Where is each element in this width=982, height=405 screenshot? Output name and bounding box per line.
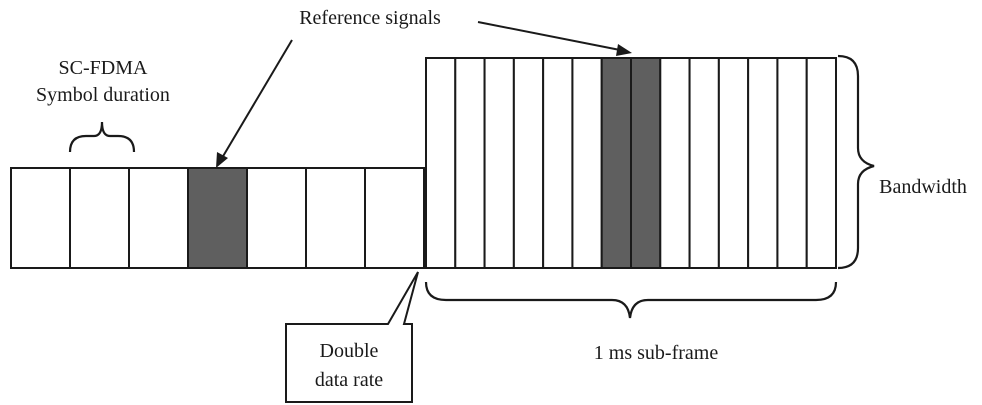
symbol-duration-brace bbox=[68, 121, 136, 153]
right-frame-data-symbol bbox=[659, 57, 691, 269]
right-frame-reference-symbol bbox=[600, 57, 633, 269]
right-frame-data-symbol bbox=[688, 57, 720, 269]
symbol-duration-label: Symbol duration bbox=[36, 84, 170, 106]
right-frame-data-symbol bbox=[425, 57, 457, 269]
left-frame-data-symbol bbox=[128, 167, 189, 269]
double-rate-callout bbox=[285, 271, 419, 403]
left-frame-data-symbol bbox=[364, 167, 425, 269]
bandwidth-label: Bandwidth bbox=[879, 176, 967, 198]
right-frame-data-symbol bbox=[776, 57, 808, 269]
reference-signals-label: Reference signals bbox=[299, 7, 441, 29]
double-rate-line2: data rate bbox=[315, 369, 383, 391]
left-frame-data-symbol bbox=[246, 167, 307, 269]
sc-fdma-label: SC-FDMA bbox=[59, 57, 148, 79]
reference-signal-arrows bbox=[216, 21, 632, 168]
arrow-to-left-reference bbox=[221, 39, 293, 159]
right-frame-data-symbol bbox=[747, 57, 779, 269]
left-frame-data-symbol bbox=[305, 167, 366, 269]
right-frame-reference-symbol bbox=[630, 57, 662, 269]
arrow-to-right-reference bbox=[477, 21, 621, 51]
left-frame-reference-symbol bbox=[187, 167, 248, 269]
right-frame-data-symbol bbox=[805, 57, 838, 269]
right-frame-data-symbol bbox=[542, 57, 574, 269]
subframe-label: 1 ms sub-frame bbox=[594, 342, 719, 364]
subframe-brace bbox=[424, 281, 838, 319]
left-frame bbox=[10, 167, 425, 269]
right-frame-data-symbol bbox=[717, 57, 750, 269]
double-rate-line1: Double bbox=[320, 340, 379, 362]
right-frame-data-symbol bbox=[512, 57, 545, 269]
right-frame-data-symbol bbox=[454, 57, 486, 269]
arrowhead-left-reference bbox=[216, 152, 228, 168]
left-frame-data-symbol bbox=[10, 167, 71, 269]
right-frame-data-symbol bbox=[571, 57, 603, 269]
bandwidth-brace bbox=[837, 54, 875, 270]
left-frame-data-symbol bbox=[69, 167, 130, 269]
right-frame-data-symbol bbox=[483, 57, 515, 269]
arrowhead-right-reference bbox=[616, 44, 632, 56]
right-frame bbox=[425, 57, 838, 269]
